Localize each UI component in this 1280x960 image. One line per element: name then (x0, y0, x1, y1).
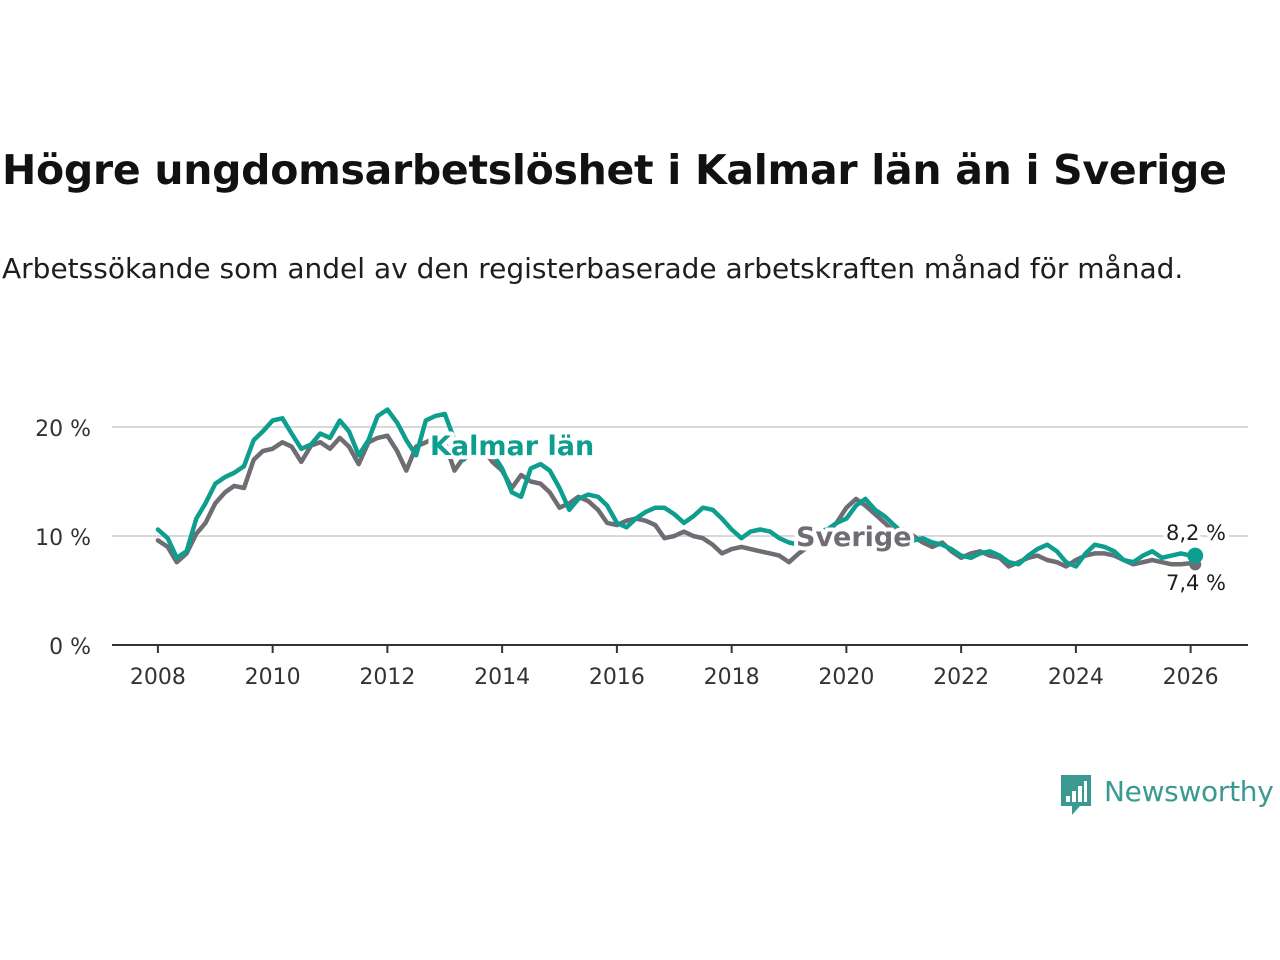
x-tick-label: 2010 (245, 665, 301, 690)
end-label-kalmar: 8,2 % (1166, 521, 1226, 545)
x-tick-label: 2014 (474, 665, 530, 690)
y-tick-label: 20 % (35, 417, 91, 442)
x-tick-label: 2024 (1048, 665, 1104, 690)
x-tick-label: 2018 (704, 665, 760, 690)
x-tick-label: 2012 (359, 665, 415, 690)
newsworthy-brand: Newsworthy (1058, 772, 1274, 818)
y-tick-label: 0 % (49, 635, 91, 660)
x-tick-label: 2020 (818, 665, 874, 690)
chart-title: Högre ungdomsarbetslöshet i Kalmar län ä… (2, 146, 1227, 194)
end-point-kalmar (1187, 547, 1204, 564)
end-label-sverige: 7,4 % (1166, 571, 1226, 595)
brand-name: Newsworthy (1104, 775, 1274, 808)
gridlines (112, 426, 1248, 537)
series-label-sverige: Sverige (796, 522, 912, 553)
x-tick-label: 2016 (589, 665, 645, 690)
y-tick-label: 10 % (35, 526, 91, 551)
axes: 0 % 10 % 20 % 2008 2010 2012 2014 2016 2018 2020 2… (35, 417, 1248, 690)
series-labels: Kalmar län Sverige 8,2 % 7,4 % (426, 427, 1230, 599)
x-tick-label: 2026 (1163, 665, 1219, 690)
chart-subtitle: Arbetssökande som andel av den registerb… (2, 252, 1184, 285)
line-chart: 0 % 10 % 20 % 2008 2010 2012 2014 2016 2018 2020 2… (35, 407, 1248, 690)
series-line-kalmar-län (155, 407, 1198, 569)
series-label-kalmar: Kalmar län (430, 431, 594, 462)
x-tick-label: 2008 (130, 665, 186, 690)
newsworthy-logo-icon (1061, 775, 1091, 815)
x-tick-label: 2022 (933, 665, 989, 690)
series-lines (155, 407, 1204, 571)
